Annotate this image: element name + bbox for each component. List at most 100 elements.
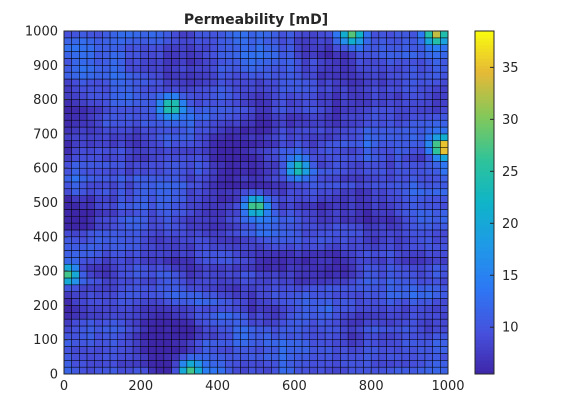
heatmap-cell — [263, 318, 272, 327]
heatmap-cell — [155, 250, 165, 258]
heatmap-cell — [201, 65, 211, 73]
heatmap-cell — [225, 222, 234, 231]
heatmap-cell — [332, 85, 341, 93]
heatmap-cell — [132, 154, 142, 162]
heatmap-cell — [324, 202, 334, 210]
heatmap-cell — [102, 51, 111, 59]
heatmap-cell — [286, 92, 295, 100]
heatmap-cell — [355, 270, 364, 279]
heatmap-cell — [63, 366, 72, 375]
heatmap-cell — [393, 270, 403, 279]
heatmap-cell — [125, 85, 134, 93]
heatmap-cell — [417, 318, 426, 327]
heatmap-cell — [201, 229, 211, 238]
heatmap-cell — [393, 65, 403, 73]
heatmap-cell — [301, 346, 311, 354]
heatmap-cell — [417, 236, 426, 244]
heatmap-cell — [440, 263, 449, 272]
heatmap-cell — [240, 332, 249, 340]
heatmap-cell — [148, 188, 157, 196]
heatmap-cell — [117, 30, 126, 39]
heatmap-cell — [378, 312, 387, 320]
heatmap-cell — [94, 277, 103, 286]
heatmap-cell — [370, 291, 380, 299]
heatmap-cell — [102, 181, 111, 190]
heatmap-cell — [132, 92, 142, 100]
heatmap-cell — [140, 243, 149, 251]
heatmap-cell — [63, 140, 72, 148]
heatmap-cell — [148, 30, 157, 39]
heatmap-cell — [201, 346, 211, 354]
heatmap-cell — [79, 229, 88, 238]
heatmap-cell — [86, 257, 95, 265]
heatmap-cell — [178, 99, 188, 107]
heatmap-cell — [63, 154, 72, 162]
heatmap-cell — [86, 92, 95, 100]
heatmap-cell — [378, 229, 387, 238]
heatmap-cell — [217, 312, 226, 320]
heatmap-cell — [432, 257, 441, 265]
heatmap-cell — [225, 312, 234, 320]
heatmap-cell — [240, 78, 249, 87]
heatmap-cell — [309, 51, 318, 59]
colorbar-segment — [475, 185, 494, 190]
heatmap-cell — [294, 37, 303, 45]
heatmap-cell — [409, 332, 418, 340]
heatmap-cell — [278, 161, 287, 169]
heatmap-cell — [71, 209, 80, 217]
heatmap-cell — [286, 167, 295, 176]
heatmap-cell — [401, 215, 410, 224]
heatmap-cell — [102, 133, 111, 142]
heatmap-cell — [324, 167, 334, 176]
heatmap-cell — [240, 277, 249, 286]
heatmap-cell — [409, 298, 418, 306]
heatmap-cell — [217, 215, 226, 224]
heatmap-cell — [171, 236, 180, 244]
heatmap-cell — [201, 85, 211, 93]
heatmap-cell — [132, 270, 142, 279]
heatmap-cell — [248, 195, 257, 203]
heatmap-cell — [393, 37, 403, 45]
heatmap-cell — [324, 78, 334, 87]
heatmap-cell — [132, 298, 142, 306]
heatmap-cell — [309, 174, 318, 183]
heatmap-cell — [140, 277, 149, 286]
heatmap-cell — [186, 188, 195, 196]
heatmap-cell — [309, 298, 318, 306]
heatmap-cell — [79, 243, 88, 251]
colorbar-segment — [475, 68, 494, 73]
heatmap-plot-area — [63, 30, 449, 375]
heatmap-cell — [271, 312, 280, 320]
heatmap-cell — [317, 119, 326, 128]
heatmap-cell — [278, 263, 287, 272]
heatmap-cell — [263, 366, 272, 375]
heatmap-cell — [86, 167, 95, 176]
heatmap-cell — [255, 325, 264, 334]
heatmap-cell — [347, 277, 357, 286]
heatmap-cell — [201, 119, 211, 128]
colorbar-frame — [474, 30, 495, 375]
heatmap-cell — [294, 250, 303, 258]
heatmap-cell — [378, 346, 387, 354]
heatmap-cell — [71, 236, 80, 244]
heatmap-cell — [125, 99, 134, 107]
heatmap-cell — [63, 181, 72, 190]
heatmap-cell — [102, 229, 111, 238]
heatmap-cell — [148, 106, 157, 114]
heatmap-cell — [255, 119, 264, 128]
heatmap-cell — [125, 174, 134, 183]
heatmap-cell — [132, 243, 142, 251]
heatmap-cell — [370, 312, 380, 320]
heatmap-cell — [278, 257, 287, 265]
heatmap-cell — [294, 58, 303, 66]
heatmap-cell — [401, 257, 410, 265]
heatmap-cell — [317, 215, 326, 224]
y-tick-label: 0 — [50, 368, 58, 383]
heatmap-cell — [301, 30, 311, 39]
heatmap-cell — [340, 291, 349, 299]
heatmap-cell — [432, 133, 441, 142]
heatmap-cell — [324, 209, 334, 217]
heatmap-cell — [63, 161, 72, 169]
heatmap-cell — [186, 65, 195, 73]
x-tick-label: 1000 — [431, 379, 464, 394]
